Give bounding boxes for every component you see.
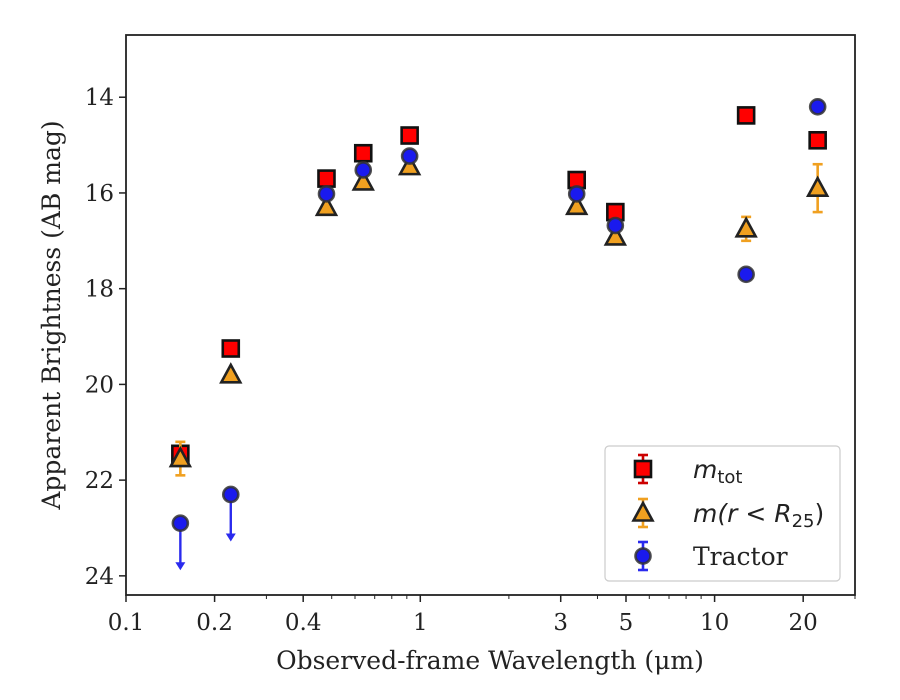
data-point [221, 339, 241, 358]
data-point [808, 97, 827, 116]
data-point [567, 185, 586, 203]
plot-frame [125, 34, 856, 596]
y-tick-label: 22 [85, 468, 114, 494]
data-point [317, 185, 336, 203]
legend-marker [633, 459, 653, 479]
data-point [354, 161, 373, 179]
data-point [221, 485, 240, 504]
legend-label: Tractor [693, 542, 788, 571]
data-point [400, 147, 419, 165]
data-point [737, 265, 755, 284]
data-point [805, 175, 830, 197]
data-point [808, 130, 827, 150]
x-axis: 0.1 0.2 0.4 1 3 5 10 20 [108, 595, 856, 636]
legend-label: mtot [693, 455, 743, 488]
data-point [606, 216, 625, 235]
data-point [168, 445, 193, 468]
x-tick-label: 0.2 [196, 610, 233, 636]
legend-box [604, 445, 841, 582]
x-tick-label: 1 [413, 610, 428, 636]
y-tick-label: 18 [85, 277, 114, 303]
data-point [317, 169, 336, 188]
x-axis-label: Observed-frame Wavelength (μm) [276, 646, 704, 675]
x-tick-label: 20 [789, 610, 818, 636]
legend-marker [631, 500, 655, 522]
y-tick-label: 16 [85, 181, 114, 207]
series-2 [171, 97, 827, 571]
data-point [734, 216, 758, 238]
data-point [314, 194, 339, 217]
x-tick-label: 10 [700, 610, 729, 636]
upper-limit-arrow [225, 533, 236, 542]
data-point [171, 514, 190, 533]
data-point [397, 153, 422, 176]
x-tick-label: 3 [553, 610, 568, 636]
data-point [400, 126, 419, 145]
x-tick-label: 0.1 [108, 610, 145, 636]
x-tick-label: 5 [619, 610, 634, 636]
legend: mtot m(r < R25) Tractor [604, 445, 841, 582]
y-tick-label: 24 [85, 564, 114, 590]
data-point [219, 362, 243, 384]
y-tick-label: 20 [85, 372, 114, 398]
data-point [353, 143, 373, 163]
y-axis: 14 16 18 20 22 24 [85, 85, 126, 590]
data-point [736, 106, 756, 125]
data-marks [168, 97, 830, 571]
x-tick-label: 0.4 [285, 610, 322, 636]
data-point [351, 169, 375, 191]
legend-marker [634, 547, 652, 565]
y-axis-label: Apparent Brightness (AB mag) [37, 120, 66, 510]
y-tick-label: 14 [85, 85, 114, 111]
upper-limit-arrow [175, 562, 186, 571]
data-point [603, 224, 628, 246]
series-1 [168, 153, 830, 477]
legend-label: m(r < R25) [693, 499, 824, 532]
data-point [565, 193, 589, 216]
series-0 [171, 106, 827, 464]
